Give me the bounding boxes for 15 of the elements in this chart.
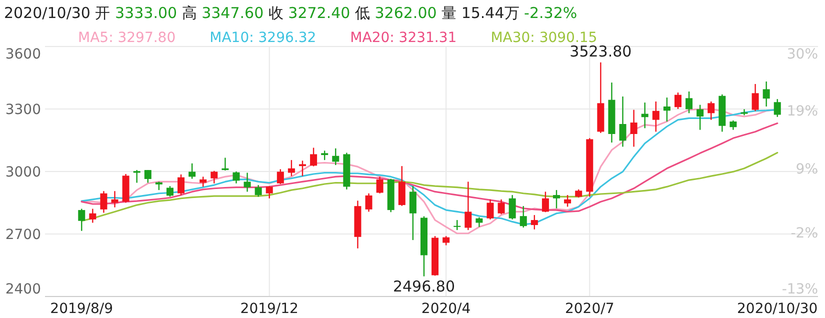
x-tick-label: 2020/10/30 <box>737 301 818 317</box>
x-tick-label: 2020/7 <box>565 301 614 317</box>
text: 2020/10/30 开 3333.00 高 3347.60 收 3272.40 低 3262.00 量 15.44万 -2.32% <box>4 4 578 22</box>
y-tick-label: 3600 <box>5 46 41 62</box>
text: MA10: 3296.32 <box>210 30 316 46</box>
text: MA5: 3297.80 <box>78 30 176 46</box>
y-tick-label: 2400 <box>5 282 41 298</box>
annotation: 2496.80 <box>392 277 455 296</box>
x-tick-label: 2019/12 <box>240 301 298 317</box>
x-tick-label: 2020/4 <box>421 301 471 317</box>
y-tick-label: 3000 <box>5 164 41 180</box>
text: MA20: 3231.31 <box>350 30 457 46</box>
y-tick-label: 2700 <box>5 227 41 243</box>
y-tick-label: 3300 <box>5 102 41 118</box>
x-tick-label: 2019/8/9 <box>50 301 114 317</box>
